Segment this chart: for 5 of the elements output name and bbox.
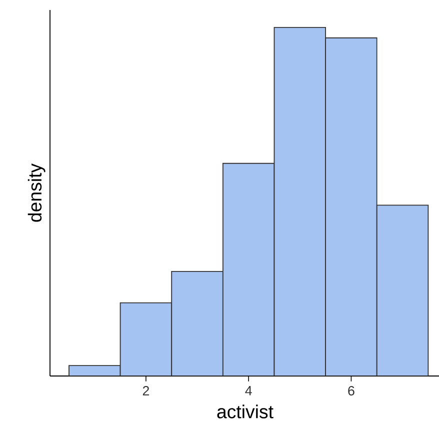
x-axis-title: activist [217,404,274,418]
x-tick-label: 6 [348,386,354,396]
x-tick-label: 2 [142,386,149,396]
x-tick-label: 4 [245,386,252,396]
y-axis-title: density [28,163,46,222]
